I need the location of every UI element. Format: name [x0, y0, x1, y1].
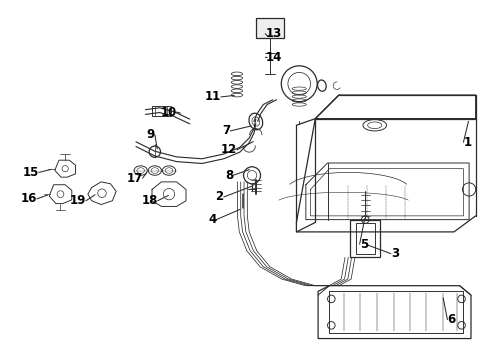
Text: 4: 4	[207, 213, 216, 226]
Polygon shape	[49, 185, 72, 204]
Text: 8: 8	[224, 169, 233, 182]
Text: 5: 5	[359, 238, 367, 251]
Polygon shape	[55, 160, 76, 177]
Bar	[355, 224, 374, 253]
Text: 19: 19	[69, 194, 86, 207]
Text: 12: 12	[220, 143, 237, 156]
Polygon shape	[318, 286, 470, 338]
Text: 14: 14	[264, 51, 281, 64]
Text: 7: 7	[222, 125, 230, 138]
Bar	[255, 18, 284, 39]
Text: 18: 18	[141, 194, 157, 207]
Text: 11: 11	[204, 90, 221, 103]
Text: 10: 10	[160, 105, 176, 118]
Text: 13: 13	[264, 27, 281, 40]
Text: 15: 15	[22, 166, 39, 179]
Polygon shape	[315, 95, 475, 119]
Text: 17: 17	[126, 172, 142, 185]
Text: 2: 2	[215, 190, 224, 203]
Text: 16: 16	[20, 192, 37, 205]
Bar	[349, 220, 380, 257]
Text: 3: 3	[390, 247, 398, 260]
Text: 6: 6	[447, 313, 455, 326]
Text: 1: 1	[463, 136, 470, 149]
Text: 9: 9	[146, 128, 155, 141]
Bar	[152, 107, 170, 116]
